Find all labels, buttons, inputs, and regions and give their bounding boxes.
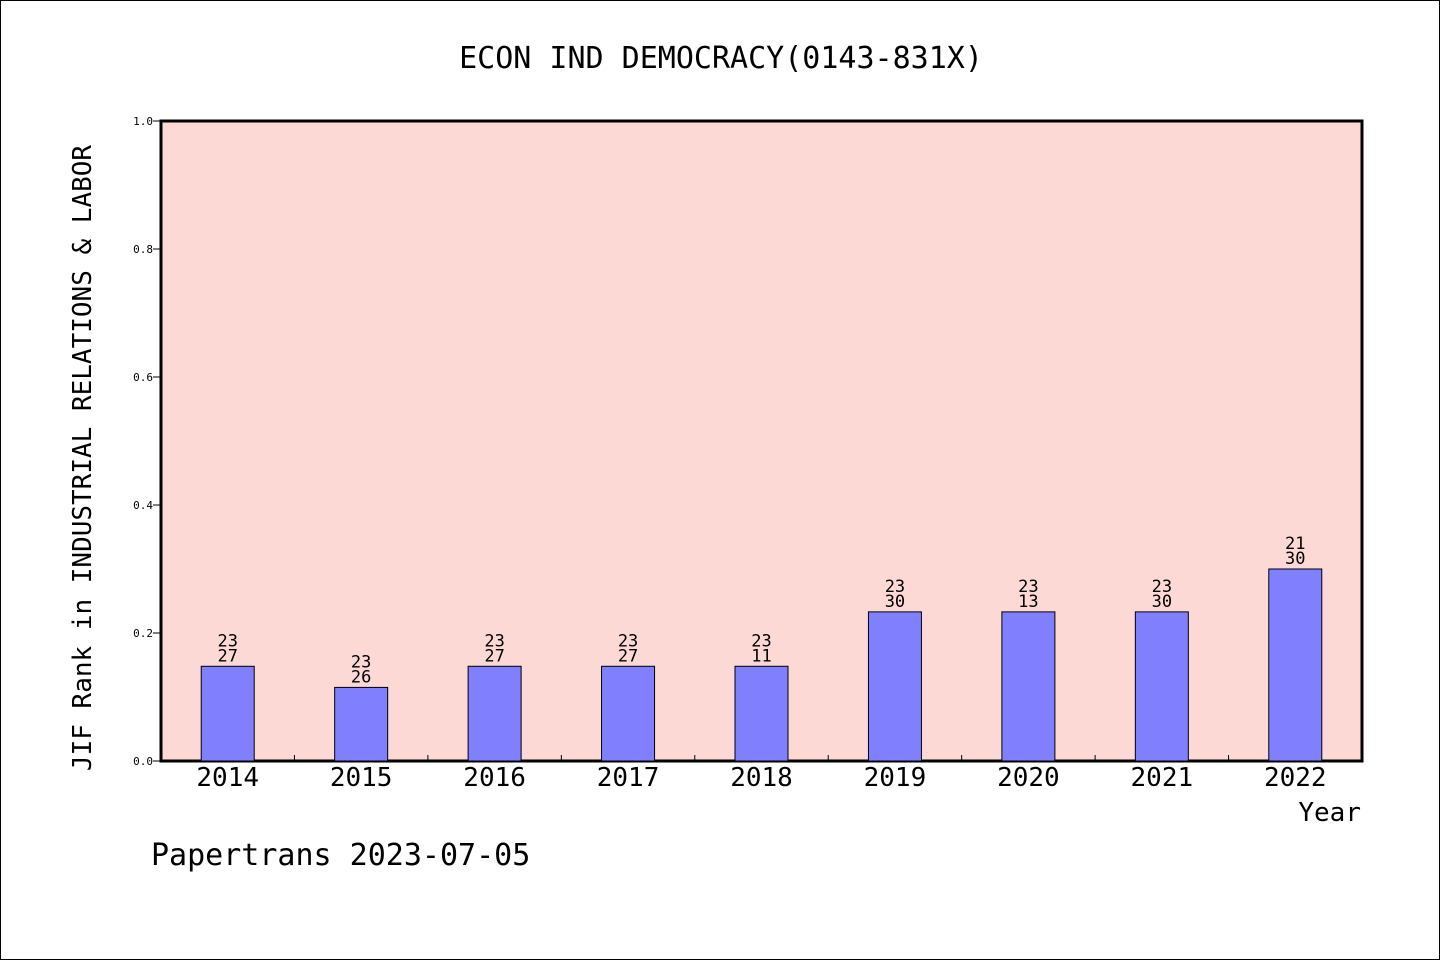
chart-title: ECON IND DEMOCRACY(0143-831X) — [459, 41, 983, 76]
y-tick-label: 0.6 — [133, 371, 153, 384]
footer-text: Papertrans 2023-07-05 — [151, 838, 530, 873]
bar-2015 — [334, 686, 389, 762]
x-axis-ticks: 2014 2015 2016 2017 2018 2019 2020 2021 2022 — [196, 755, 1327, 793]
x-axis-label: Year — [1298, 798, 1361, 828]
bar-label-top: 23 — [885, 577, 905, 597]
bar-label-top: 21 — [1285, 534, 1305, 554]
bar-label-bottom: 30 — [885, 592, 905, 612]
bar-label-top: 23 — [217, 631, 237, 651]
bar-label-bottom: 30 — [1285, 549, 1305, 569]
x-tick-label: 2016 — [463, 763, 526, 793]
bar-2019 — [867, 611, 922, 762]
y-tick-label: 0.2 — [133, 627, 153, 640]
bar-2017 — [601, 665, 656, 762]
bar-label-bottom: 27 — [217, 646, 237, 666]
bar-label-top: 23 — [751, 631, 771, 651]
bar-label-top: 23 — [618, 631, 638, 651]
x-tick-label: 2020 — [997, 763, 1060, 793]
bar-label-top: 23 — [1018, 577, 1038, 597]
bar-label-top: 23 — [484, 631, 504, 651]
y-axis-label: JIF Rank in INDUSTRIAL RELATIONS & LABOR — [68, 145, 98, 771]
bar-2016 — [467, 665, 522, 762]
x-tick-label: 2021 — [1131, 763, 1194, 793]
y-tick-label: 1.0 — [133, 115, 153, 128]
bar-2018 — [734, 665, 789, 762]
x-tick-label: 2022 — [1264, 763, 1327, 793]
y-axis-ticks: 0.0 0.2 0.4 0.6 0.8 1.0 — [133, 115, 161, 768]
bar-label-bottom: 27 — [618, 646, 638, 666]
y-tick-label: 0.8 — [133, 243, 153, 256]
x-tick-label: 2019 — [864, 763, 927, 793]
x-tick-label: 2015 — [330, 763, 393, 793]
x-tick-label: 2018 — [730, 763, 793, 793]
y-tick-label: 0.4 — [133, 499, 153, 512]
x-tick-label: 2017 — [597, 763, 660, 793]
y-tick-label: 0.0 — [133, 755, 153, 768]
bar-label-bottom: 13 — [1018, 592, 1038, 612]
bar-label-bottom: 26 — [351, 667, 371, 687]
bar-label-bottom: 27 — [484, 646, 504, 666]
bar-2014 — [200, 665, 255, 762]
x-tick-label: 2014 — [196, 763, 259, 793]
bar-label-bottom: 30 — [1152, 592, 1172, 612]
bar-label-top: 23 — [1152, 577, 1172, 597]
bar-2022 — [1268, 568, 1323, 762]
bar-label-bottom: 11 — [751, 646, 771, 666]
bar-label-top: 23 — [351, 652, 371, 672]
bar-2021 — [1134, 611, 1189, 762]
bar-2020 — [1001, 611, 1056, 762]
